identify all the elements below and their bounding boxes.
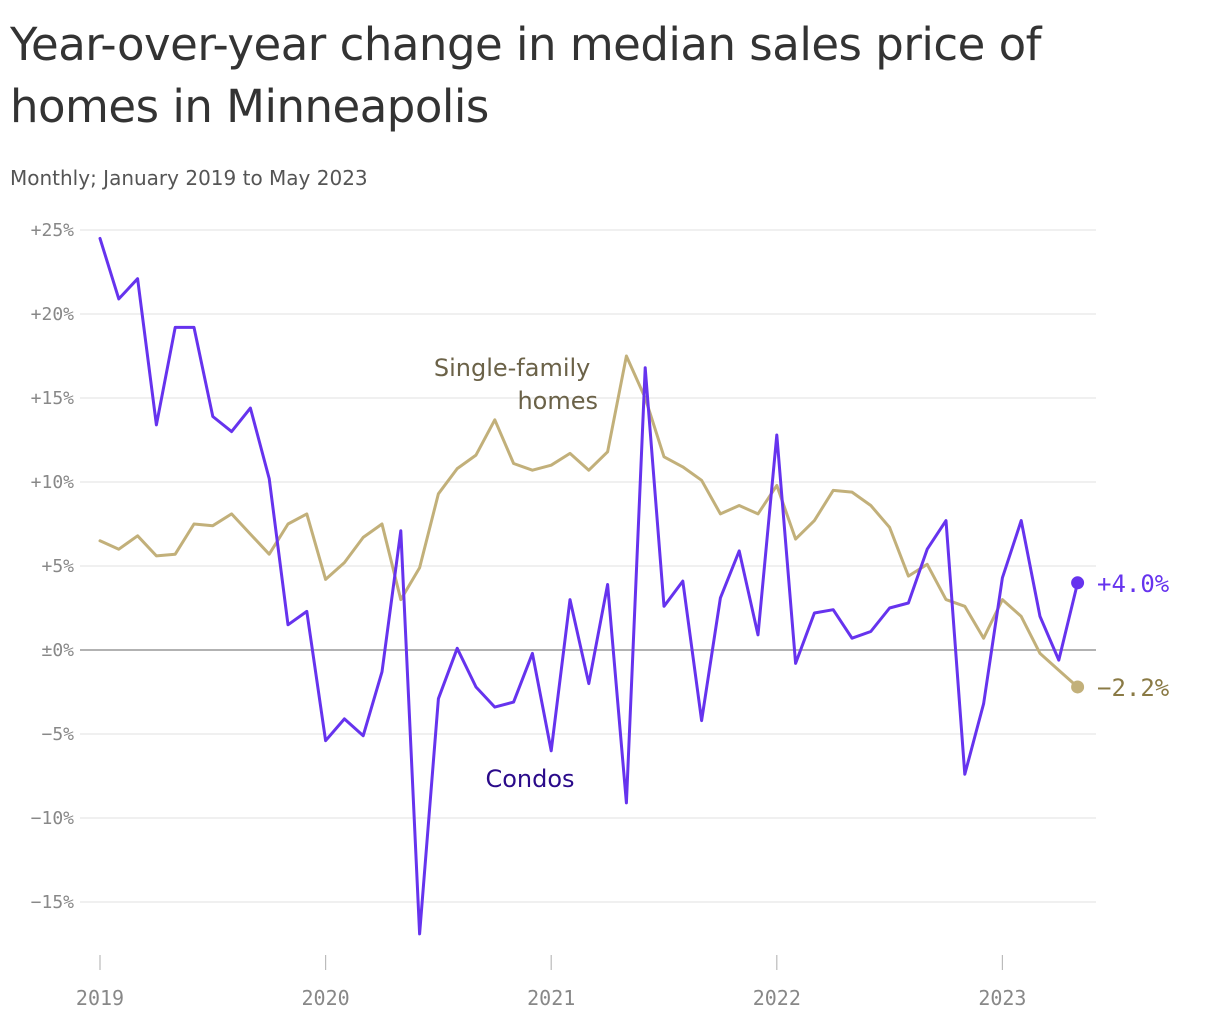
y-tick-label: +15% bbox=[31, 388, 75, 409]
y-tick-label: −15% bbox=[31, 892, 75, 913]
y-tick-label: ±0% bbox=[41, 640, 74, 661]
y-tick-label: +20% bbox=[31, 304, 75, 325]
series-line-single-family bbox=[98, 354, 1080, 689]
series-label-single-family: Single-family homes bbox=[434, 354, 598, 415]
series-label-single-family-line-1: Single-family bbox=[434, 354, 591, 382]
y-tick-label: +10% bbox=[31, 472, 75, 493]
x-tick-label: 2023 bbox=[978, 986, 1026, 1010]
series-labels: Single-family homes Condos bbox=[434, 354, 598, 793]
y-tick-label: +25% bbox=[31, 220, 75, 241]
end-label-condos: +4.0% bbox=[1097, 570, 1170, 598]
series-lines bbox=[98, 236, 1080, 936]
gridlines bbox=[80, 229, 1096, 903]
end-point-condos bbox=[1071, 576, 1085, 590]
chart-title: Year-over-year change in median sales pr… bbox=[10, 18, 1041, 133]
y-tick-label: −5% bbox=[41, 724, 74, 745]
x-tick-label: 2019 bbox=[76, 986, 124, 1010]
series-label-single-family-line-2: homes bbox=[517, 387, 598, 415]
end-label-single-family: −2.2% bbox=[1097, 674, 1170, 702]
end-point-single-family bbox=[1071, 680, 1085, 694]
end-markers: −2.2% +4.0% bbox=[1071, 570, 1170, 702]
x-tick-label: 2020 bbox=[302, 986, 350, 1010]
x-tick-label: 2022 bbox=[753, 986, 801, 1010]
x-tick-label: 2021 bbox=[527, 986, 575, 1010]
y-tick-label: +5% bbox=[41, 556, 74, 577]
x-axis-ticks: 2019 2020 2021 2022 2023 bbox=[76, 955, 1026, 1010]
series-label-condos: Condos bbox=[485, 765, 574, 793]
chart-subtitle: Monthly; January 2019 to May 2023 bbox=[10, 166, 368, 190]
y-tick-label: −10% bbox=[31, 808, 75, 829]
y-axis-ticks: +25% +20% +15% +10% +5% ±0% −5% −10% −15% bbox=[31, 220, 75, 913]
series-line-condos bbox=[98, 236, 1080, 936]
